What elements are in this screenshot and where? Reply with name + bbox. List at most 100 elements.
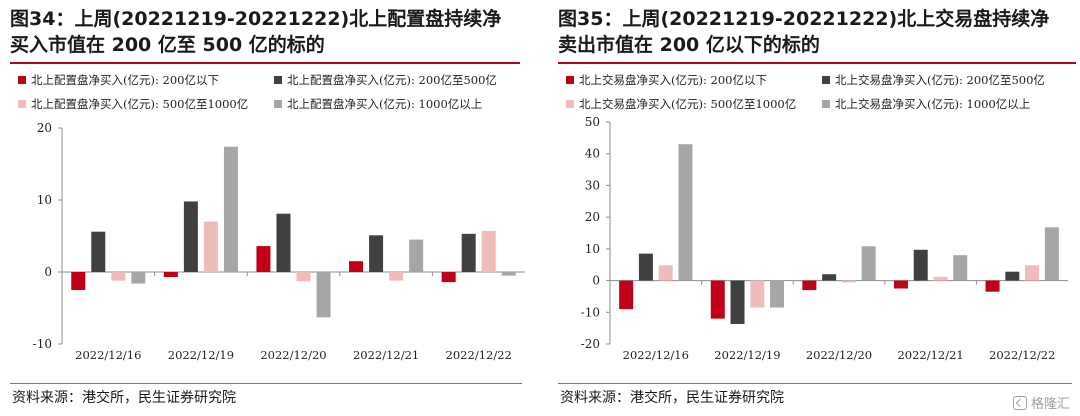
x-category-label: 2022/12/22 [989, 348, 1055, 362]
source-note: 资料来源：港交所，民生证券研究院 [560, 390, 784, 406]
bar-3 [111, 272, 126, 281]
bar-3 [658, 265, 673, 281]
legend-item: 北上交易盘净买入(亿元): 200亿以下 [566, 72, 767, 88]
title-underline [558, 62, 1076, 64]
bar-4 [770, 280, 785, 308]
footer-divider [558, 383, 1072, 384]
bar-1 [985, 280, 1000, 292]
bar-4 [501, 272, 516, 276]
source-note: 资料来源：港交所，民生证券研究院 [12, 390, 236, 406]
x-category-label: 2022/12/20 [260, 348, 326, 362]
legend-swatch [566, 76, 574, 84]
y-tick-label: 0 [592, 274, 600, 288]
y-tick-label: 0 [44, 265, 52, 279]
bar-1 [893, 280, 908, 289]
watermark-logo-icon [1012, 395, 1027, 410]
legend-swatch [822, 76, 830, 84]
bar-1 [802, 280, 817, 291]
x-category-label: 2022/12/16 [623, 348, 689, 362]
legend-swatch [18, 76, 26, 84]
chart-panel-right: 图35：上周(20221219-20221222)北上交易盘持续净卖出市值在 2… [548, 0, 1080, 416]
chart-title: 图35：上周(20221219-20221222)北上交易盘持续净卖出市值在 2… [558, 8, 1050, 56]
bar-4 [131, 272, 146, 284]
chart-title: 图34：上周(20221219-20221222)北上配置盘持续净买入市值在 2… [10, 8, 502, 56]
legend-item: 北上配置盘净买入(亿元): 1000亿以上 [274, 96, 482, 112]
bar-3 [841, 280, 856, 283]
bar-3 [389, 272, 404, 281]
footer-divider [10, 383, 522, 384]
bar-1 [256, 246, 271, 272]
y-tick-label: 20 [585, 210, 600, 224]
bar-4 [409, 239, 424, 272]
bar-2 [461, 233, 476, 272]
legend-label: 北上交易盘净买入(亿元): 200亿以下 [579, 73, 767, 87]
bar-4 [953, 255, 968, 281]
bar-3 [1025, 265, 1040, 281]
bar-4 [861, 246, 876, 281]
watermark: 格隆汇 [1012, 393, 1070, 412]
legend-label: 北上配置盘净买入(亿元): 500亿至1000亿 [31, 97, 249, 111]
legend-item: 北上交易盘净买入(亿元): 1000亿以上 [822, 96, 1030, 112]
legend-item: 北上交易盘净买入(亿元): 200亿至500亿 [822, 72, 1045, 88]
title-underline [10, 62, 520, 64]
bar-1 [349, 261, 364, 272]
legend-swatch [566, 100, 574, 108]
bar-2 [913, 249, 928, 281]
legend-label: 北上交易盘净买入(亿元): 1000亿以上 [835, 97, 1031, 111]
bar-chart-right: 50 40 30 20 10 0 -10 -20 2022/12/16 2022/12/19 202… [581, 115, 1068, 362]
legend-swatch [274, 76, 282, 84]
legend-swatch [18, 100, 26, 108]
bar-3 [481, 230, 496, 272]
legend-label: 北上配置盘净买入(亿元): 200亿至500亿 [287, 73, 497, 87]
bar-chart-left: 20 10 0 -10 2022/12/16 2022/12/19 2022/12/20 20… [33, 121, 525, 362]
bar-1 [163, 272, 178, 278]
legend-swatch [822, 100, 830, 108]
bar-2 [730, 280, 745, 325]
y-tick-label: 50 [585, 115, 600, 129]
legend-label: 北上配置盘净买入(亿元): 200亿以下 [31, 73, 219, 87]
bar-4 [1044, 227, 1059, 281]
y-tick-label: -10 [581, 305, 600, 319]
bar-3 [203, 221, 218, 272]
x-category-label: 2022/12/20 [806, 348, 872, 362]
bar-3 [933, 276, 948, 281]
legend-label: 北上交易盘净买入(亿元): 500亿至1000亿 [579, 97, 797, 111]
bar-4 [678, 144, 693, 281]
bar-1 [71, 272, 86, 290]
bar-2 [183, 201, 198, 272]
bar-1 [441, 272, 456, 283]
bar-3 [296, 272, 311, 282]
y-tick-label: 20 [37, 121, 52, 135]
bar-2 [91, 231, 106, 272]
x-category-label: 2022/12/19 [714, 348, 780, 362]
legend-item: 北上配置盘净买入(亿元): 200亿以下 [18, 72, 219, 88]
bar-2 [369, 235, 384, 272]
legend-swatch [274, 100, 282, 108]
legend-item: 北上交易盘净买入(亿元): 500亿至1000亿 [566, 96, 796, 112]
x-category-label: 2022/12/21 [897, 348, 963, 362]
x-category-label: 2022/12/19 [168, 348, 234, 362]
bar-2 [822, 274, 837, 281]
y-tick-label: -10 [33, 337, 52, 351]
bar-4 [223, 146, 238, 272]
bar-1 [619, 280, 634, 310]
x-category-label: 2022/12/21 [353, 348, 419, 362]
y-tick-label: 10 [585, 242, 600, 256]
bar-3 [750, 280, 765, 308]
y-tick-label: 30 [585, 178, 600, 192]
legend-item: 北上配置盘净买入(亿元): 200亿至500亿 [274, 72, 497, 88]
y-tick-label: 10 [37, 193, 52, 207]
bar-4 [316, 272, 331, 318]
legend-label: 北上交易盘净买入(亿元): 200亿至500亿 [835, 73, 1045, 87]
legend-label: 北上配置盘净买入(亿元): 1000亿以上 [287, 97, 483, 111]
bar-2 [1005, 271, 1020, 281]
bar-2 [638, 253, 653, 281]
x-category-label: 2022/12/16 [75, 348, 141, 362]
chart-panel-left: 图34：上周(20221219-20221222)北上配置盘持续净买入市值在 2… [0, 0, 530, 416]
y-tick-label: 40 [585, 147, 600, 161]
bar-1 [710, 280, 725, 319]
x-category-label: 2022/12/22 [446, 348, 512, 362]
legend-item: 北上配置盘净买入(亿元): 500亿至1000亿 [18, 96, 248, 112]
watermark-text: 格隆汇 [1030, 397, 1070, 412]
y-tick-label: -20 [581, 337, 600, 351]
